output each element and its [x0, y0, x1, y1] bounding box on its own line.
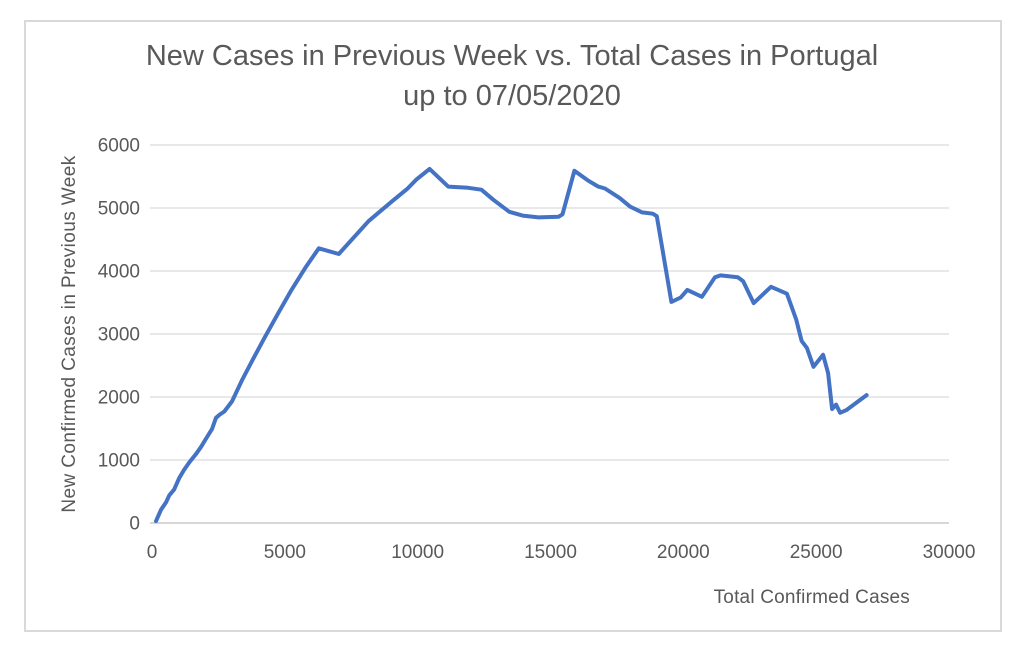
y-tick-label: 2000 [98, 388, 140, 409]
y-tick-label: 6000 [98, 136, 140, 157]
chart-title-line1: New Cases in Previous Week vs. Total Cas… [145, 40, 879, 72]
data-line [154, 166, 869, 524]
chart-title-line2: up to 07/05/2020 [403, 80, 621, 112]
x-tick-label: 5000 [264, 542, 306, 563]
x-tick-label: 30000 [923, 542, 976, 563]
y-tick-label: 5000 [98, 199, 140, 220]
y-tick-label: 1000 [98, 451, 140, 472]
chart-title: New Cases in Previous Week vs. Total Cas… [0, 36, 1024, 116]
y-tick-label: 0 [129, 514, 140, 535]
x-axis-title: Total Confirmed Cases [713, 587, 910, 608]
x-tick-label: 20000 [657, 542, 710, 563]
y-tick-label: 4000 [98, 262, 140, 283]
chart-border [24, 20, 1002, 632]
x-tick-label: 0 [147, 542, 158, 563]
x-tick-label: 10000 [391, 542, 444, 563]
x-tick-label: 15000 [524, 542, 577, 563]
y-tick-label: 3000 [98, 325, 140, 346]
x-tick-label: 25000 [790, 542, 843, 563]
